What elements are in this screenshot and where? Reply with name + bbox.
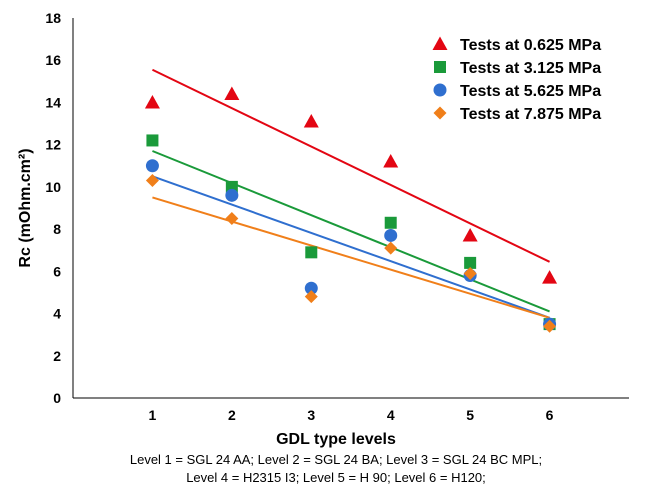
data-point-series-3 [225, 188, 239, 202]
data-point-series-1 [383, 154, 399, 168]
legend-marker-series-1 [432, 36, 448, 50]
x-tick-label: 6 [546, 407, 554, 423]
data-point-series-4 [543, 319, 557, 333]
legend-label-series-1: Tests at 0.625 MPa [460, 37, 601, 54]
data-point-series-4 [225, 212, 239, 226]
y-tick-label: 16 [45, 52, 61, 68]
legend-marker-series-2 [434, 61, 446, 73]
legend-label-series-3: Tests at 5.625 MPa [460, 83, 601, 100]
x-tick-label: 2 [228, 407, 236, 423]
data-point-series-3 [304, 281, 318, 295]
x-tick-label: 4 [387, 407, 395, 423]
x-tick-labels: 1 2 3 4 5 6 [149, 407, 554, 423]
data-point-series-4 [304, 290, 318, 304]
y-axis-title: Rc (mOhm.cm²) [17, 148, 34, 267]
data-point-series-3 [384, 228, 398, 242]
y-tick-label: 2 [53, 348, 61, 364]
data-point-series-3 [145, 159, 159, 173]
y-tick-label: 8 [53, 221, 61, 237]
axes [72, 18, 629, 399]
legend-label-series-4: Tests at 7.875 MPa [460, 106, 601, 123]
x-tick-label: 1 [149, 407, 157, 423]
legend: Tests at 0.625 MPa Tests at 3.125 MPa Test… [432, 36, 601, 123]
legend-marker-series-3 [433, 83, 447, 97]
data-point-series-2 [305, 246, 318, 259]
level-note-line-1: Level 1 = SGL 24 AA; Level 2 = SGL 24 BA… [130, 452, 542, 467]
y-tick-label: 18 [45, 10, 61, 26]
data-point-series-4 [145, 174, 159, 188]
legend-label-series-2: Tests at 3.125 MPa [460, 60, 601, 77]
y-tick-labels: 0 2 4 6 8 10 12 14 16 18 [45, 10, 61, 406]
trend-line-series-1 [151, 68, 551, 263]
legend-marker-series-4 [433, 106, 447, 120]
trend-lines [151, 68, 551, 319]
x-tick-label: 5 [466, 407, 474, 423]
data-point-series-2 [464, 256, 477, 269]
data-point-series-1 [144, 94, 160, 109]
y-tick-label: 14 [45, 94, 61, 110]
data-points [144, 86, 558, 333]
data-point-series-1 [224, 86, 240, 100]
x-tick-label: 3 [307, 407, 315, 423]
data-point-series-1 [303, 113, 319, 128]
data-point-series-1 [462, 227, 478, 242]
x-axis-title: GDL type levels [276, 431, 396, 448]
trend-line-series-4 [152, 196, 550, 319]
trend-line-series-2 [152, 150, 550, 313]
data-point-series-2 [146, 134, 159, 147]
y-tick-label: 12 [45, 137, 61, 153]
y-tick-label: 10 [45, 179, 61, 195]
trend-line-series-3 [152, 175, 550, 319]
y-tick-label: 0 [53, 390, 61, 406]
data-point-series-4 [463, 266, 477, 280]
y-tick-label: 4 [53, 306, 61, 322]
data-point-series-1 [542, 270, 558, 284]
data-point-series-4 [384, 241, 398, 255]
data-point-series-2 [384, 216, 397, 229]
y-tick-label: 6 [53, 263, 61, 279]
level-note-line-2: Level 4 = H2315 I3; Level 5 = H 90; Leve… [186, 470, 486, 485]
